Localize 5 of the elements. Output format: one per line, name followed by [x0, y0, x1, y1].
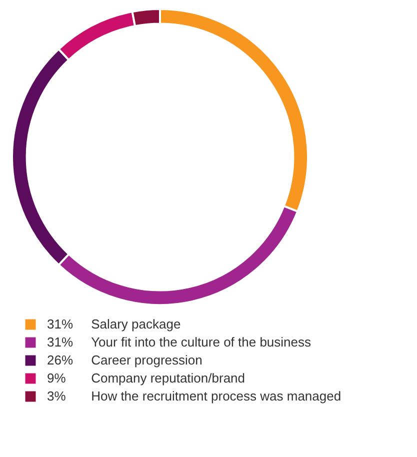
- legend-label: 3% How the recruitment process was managed: [47, 388, 342, 404]
- legend-label: 31% Salary package: [47, 316, 181, 332]
- legend-label: 31% Your fit into the culture of the business: [47, 334, 312, 350]
- legend-label: 9% Company reputation/brand: [47, 370, 246, 386]
- legend-label: 26% Career progression: [47, 352, 202, 368]
